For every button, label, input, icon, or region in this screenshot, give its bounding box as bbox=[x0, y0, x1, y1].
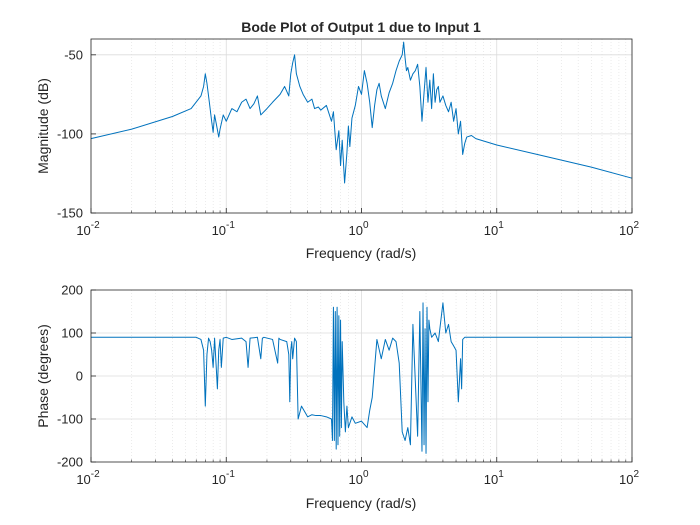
magnitude-plot[interactable]: 10-2 10-1 100 101 102-50-100-150 Bode Plot o… bbox=[35, 19, 639, 261]
phase-series bbox=[91, 302, 632, 454]
phase-x-axis-label: Frequency (rad/s) bbox=[306, 495, 416, 511]
phase-y-tick-label: 0 bbox=[76, 369, 83, 384]
phase-y-axis-label: Phase (degrees) bbox=[35, 324, 51, 428]
phase-series-line bbox=[91, 302, 632, 454]
phase-y-tick-label: -100 bbox=[57, 412, 83, 427]
magnitude-x-axis-label: Frequency (rad/s) bbox=[306, 245, 416, 261]
phase-y-tick-label: -200 bbox=[57, 455, 83, 470]
magnitude-series bbox=[90, 41, 633, 184]
magnitude-y-tick-label: -150 bbox=[57, 206, 83, 221]
phase-y-tick-label: 200 bbox=[61, 283, 83, 298]
magnitude-plot-title: Bode Plot of Output 1 due to Input 1 bbox=[241, 19, 481, 35]
magnitude-grid bbox=[90, 39, 633, 213]
magnitude-y-tick-label: -100 bbox=[57, 126, 83, 141]
magnitude-y-tick-label: -50 bbox=[64, 47, 83, 62]
magnitude-y-axis-label: Magnitude (dB) bbox=[35, 78, 51, 174]
phase-y-tick-label: 100 bbox=[61, 326, 83, 341]
magnitude-series-line bbox=[90, 41, 633, 184]
